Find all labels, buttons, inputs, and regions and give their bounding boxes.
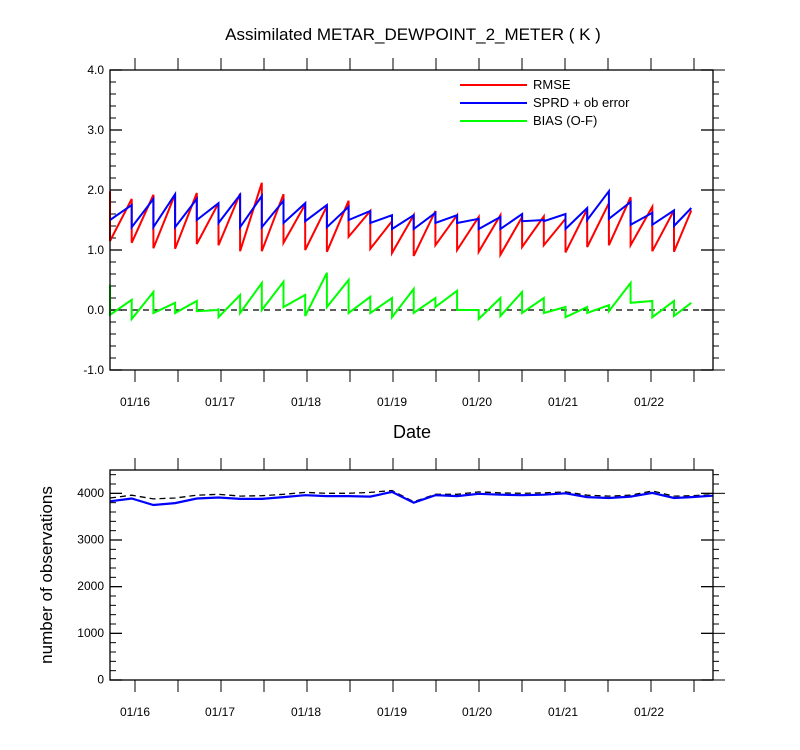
legend: RMSE SPRD + ob error BIAS (O-F)	[460, 77, 630, 128]
series-line-sprd-ob-error	[109, 188, 693, 232]
x-tick-label-01-21: 01/21	[548, 395, 578, 409]
y-tick-label-4-0: 4.0	[87, 63, 104, 77]
top-tick-marks	[110, 58, 725, 382]
bottom-plot-frame	[109, 469, 714, 681]
y-tick-label-0: 0	[97, 673, 104, 687]
series-line-bias-o-f	[109, 272, 692, 322]
bottom-x-tick-labels: 01/16 01/17 01/18 01/19 01/20 01/21 01/22	[120, 705, 664, 719]
x-tick-label-01-17: 01/17	[205, 395, 235, 409]
chart-title: Assimilated METAR_DEWPOINT_2_METER ( K )	[225, 25, 601, 44]
y-tick-label-2000: 2000	[77, 579, 104, 593]
x-tick-label-01-16: 01/16	[120, 395, 150, 409]
legend-label-bias: BIAS (O-F)	[533, 113, 597, 128]
y-tick-label-3-0: 3.0	[87, 123, 104, 137]
y-tick-label-2-0: 2.0	[87, 183, 104, 197]
x-tick-label-01-22: 01/22	[634, 395, 664, 409]
top-plot-frame	[109, 69, 714, 371]
x-tick-label-01-16: 01/16	[120, 705, 150, 719]
legend-label-rmse: RMSE	[533, 77, 571, 92]
y-tick-label-0-0: 0.0	[87, 303, 104, 317]
x-tick-label-01-17: 01/17	[205, 705, 235, 719]
series-line-rmse	[109, 182, 693, 259]
legend-entry-bias: BIAS (O-F)	[460, 113, 597, 128]
top-y-tick-labels: -1.0 0.0 1.0 2.0 3.0 4.0	[83, 63, 104, 377]
x-axis-label: Date	[393, 422, 431, 442]
bottom-tick-marks	[110, 458, 725, 692]
legend-label-sprd: SPRD + ob error	[533, 95, 630, 110]
y-axis-label-observations: number of observations	[37, 486, 56, 664]
rmse-spread-bias-chart: Assimilated METAR_DEWPOINT_2_METER ( K )…	[83, 25, 725, 442]
x-tick-label-01-20: 01/20	[462, 395, 492, 409]
y-tick-label-1-0: 1.0	[87, 243, 104, 257]
series-line-assimilated	[109, 490, 714, 507]
top-series-lines	[109, 182, 693, 322]
x-tick-label-01-18: 01/18	[291, 395, 321, 409]
x-tick-label-01-20: 01/20	[462, 705, 492, 719]
y-tick-label-3000: 3000	[77, 533, 104, 547]
x-tick-label-01-21: 01/21	[548, 705, 578, 719]
legend-entry-sprd: SPRD + ob error	[460, 95, 630, 110]
y-tick-label-4000: 4000	[77, 486, 104, 500]
legend-entry-rmse: RMSE	[460, 77, 571, 92]
bottom-y-tick-labels: 0 1000 2000 3000 4000	[77, 486, 104, 687]
x-tick-label-01-19: 01/19	[377, 395, 407, 409]
bottom-series-lines	[109, 489, 714, 507]
top-x-tick-labels: 01/16 01/17 01/18 01/19 01/20 01/21 01/22	[120, 395, 664, 409]
x-tick-label-01-18: 01/18	[291, 705, 321, 719]
y-tick-label-1-0: -1.0	[83, 363, 104, 377]
series-line-possible	[109, 489, 714, 503]
x-tick-label-01-19: 01/19	[377, 705, 407, 719]
y-tick-label-1000: 1000	[77, 626, 104, 640]
x-tick-label-01-22: 01/22	[634, 705, 664, 719]
